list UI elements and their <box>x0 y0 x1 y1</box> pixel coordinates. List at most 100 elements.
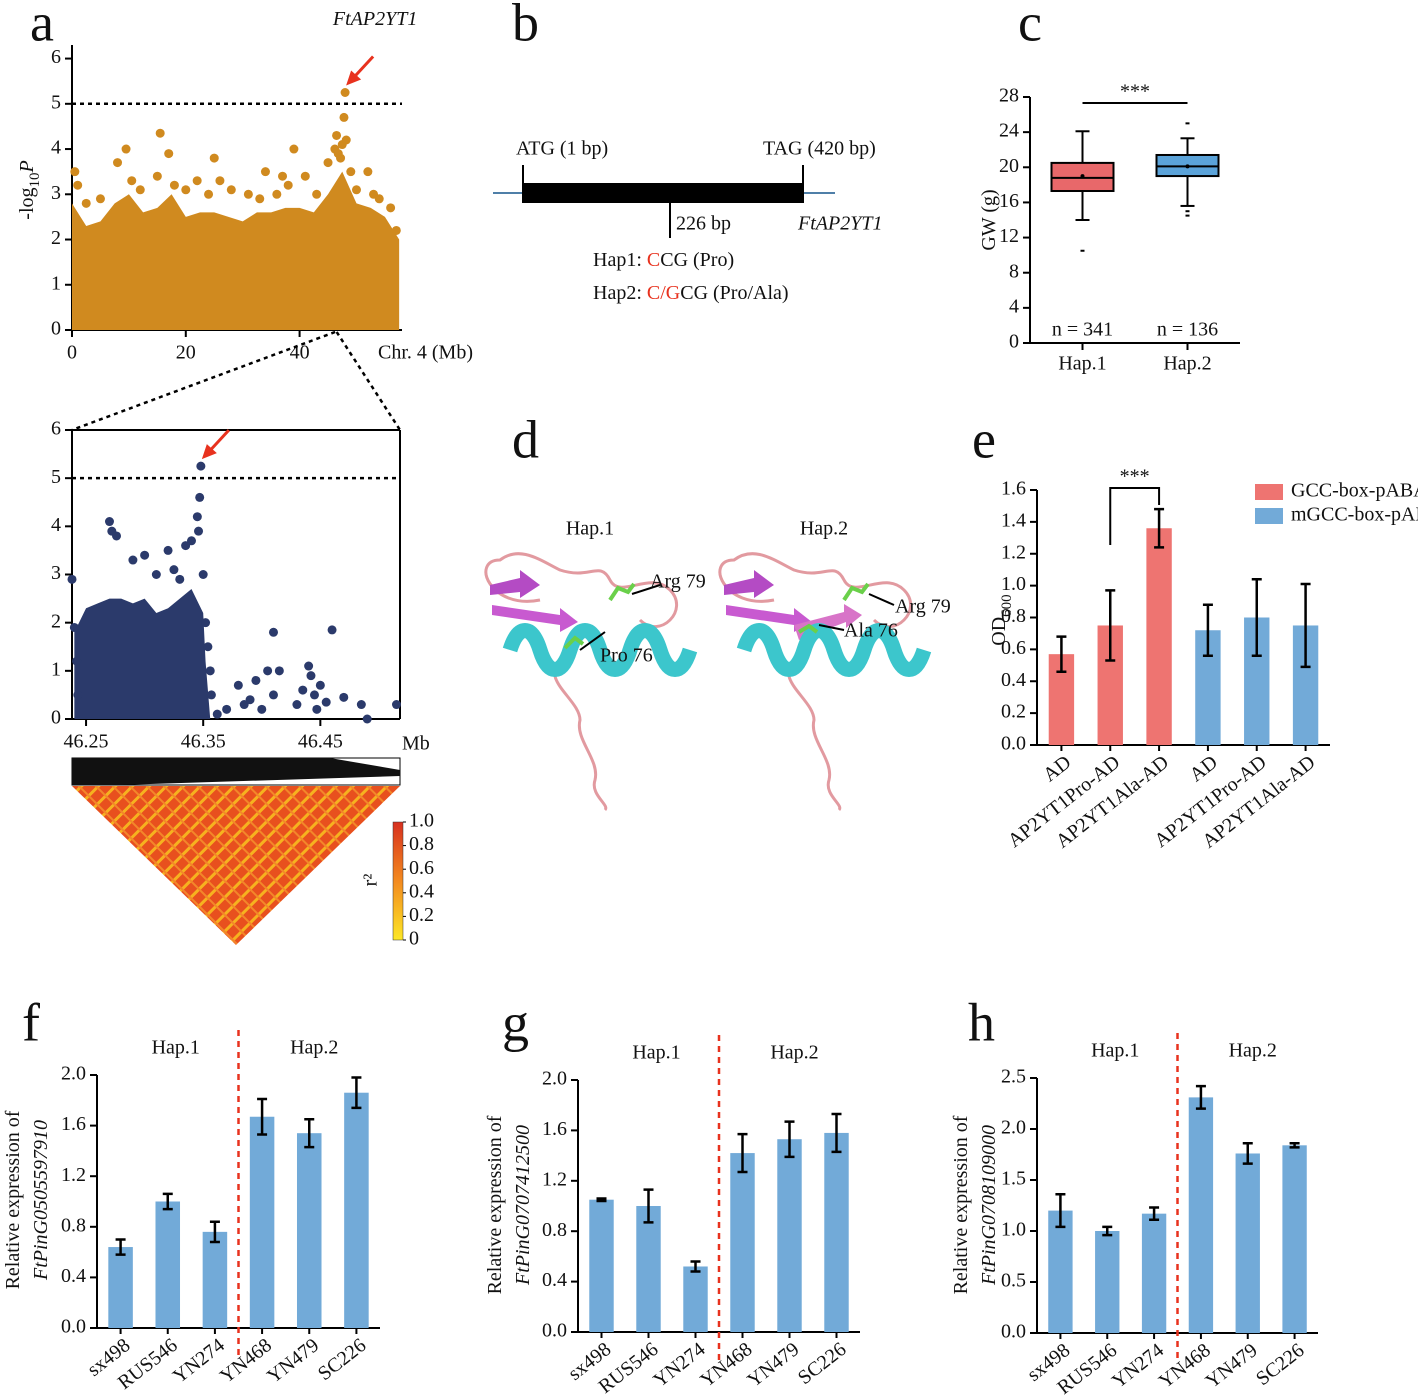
point <box>292 700 302 710</box>
y-axis-label-part: Relative expression of <box>2 1110 24 1289</box>
error-bar <box>643 1188 654 1224</box>
point <box>315 680 325 690</box>
y-tick-label: 5 <box>51 466 61 488</box>
point <box>70 167 80 177</box>
y-tick-label: 2 <box>51 610 61 632</box>
ld-triangle <box>72 786 400 945</box>
y-tick-label: 1.2 <box>542 1168 567 1190</box>
point <box>186 536 196 546</box>
error-bar <box>304 1118 315 1149</box>
point <box>67 574 77 584</box>
point <box>257 704 267 714</box>
arrow-head <box>346 70 362 86</box>
bar <box>589 1199 614 1332</box>
y-tick-label: 4 <box>1009 295 1019 317</box>
point <box>274 666 284 676</box>
point <box>205 666 215 676</box>
y-axis-label: Relative expression of FtPinG0708109000 <box>950 1115 1000 1294</box>
y-axis-label-part: FtPinG0708109000 <box>978 1125 1000 1286</box>
side-chain <box>563 582 636 650</box>
y-tick-label: 0.6 <box>1001 637 1026 659</box>
legend-swatch <box>1255 484 1283 500</box>
y-axis-label-part: Relative expression of <box>484 1115 506 1294</box>
point <box>255 194 265 204</box>
error-bar <box>351 1076 362 1110</box>
y-tick-label: 0.4 <box>61 1265 86 1287</box>
point <box>263 666 273 676</box>
residue-label: Arg 79 <box>650 571 706 593</box>
point <box>215 176 225 186</box>
helix <box>736 623 932 677</box>
coding-region <box>522 183 804 203</box>
colorbar-tick-label: 0.2 <box>409 904 434 926</box>
point <box>272 189 282 199</box>
y-axis-label: GW (g) <box>978 189 1000 250</box>
point <box>283 180 293 190</box>
x-tick-label: 46.45 <box>298 731 343 753</box>
point <box>278 171 288 181</box>
y-tick-label: 1.0 <box>1001 1219 1026 1241</box>
point <box>374 194 384 204</box>
error-bar <box>831 1112 842 1154</box>
point <box>300 171 310 181</box>
point <box>386 203 396 213</box>
colorbar-tick-label: 0.6 <box>409 857 434 879</box>
ld-heatmap: r² 00.20.40.60.81.0 <box>71 757 434 950</box>
y-tick-label: 1.2 <box>61 1164 86 1186</box>
y-tick-label: 1.2 <box>1001 541 1026 563</box>
point <box>73 180 83 190</box>
haplotype-line: Hap2: C/GCG (Pro/Ala) <box>593 282 789 304</box>
x-axis-label: Mb <box>402 733 430 755</box>
point <box>323 158 333 168</box>
point <box>69 622 79 632</box>
y-tick-label: 0.8 <box>1001 605 1026 627</box>
bar <box>1141 1213 1167 1333</box>
y-tick-label: 0.0 <box>61 1316 86 1338</box>
residue-label: Pro 76 <box>600 645 653 667</box>
gene-diagram: b ATG (1 bp) TAG (420 bp) 226 bp FtAP2YT… <box>493 0 882 304</box>
bar <box>730 1153 755 1332</box>
y-tick-label: 1.6 <box>1001 478 1026 500</box>
bar <box>202 1231 228 1328</box>
point <box>198 570 208 579</box>
y-tick-label: 6 <box>51 418 61 440</box>
legend-label: GCC-box-pABAi <box>1291 480 1418 502</box>
point <box>204 189 214 199</box>
y-axis-label: OD600 <box>988 594 1016 645</box>
y-tick-label: 1 <box>51 272 61 294</box>
panel-letter: a <box>30 0 54 52</box>
helix <box>502 623 698 677</box>
y-tick-label: 4 <box>51 514 61 536</box>
bar <box>824 1132 849 1332</box>
model-title: Hap.2 <box>800 518 848 540</box>
point <box>304 661 314 671</box>
panel-letter: d <box>512 409 539 469</box>
point <box>222 704 232 714</box>
error-bar <box>1102 1225 1113 1237</box>
bar <box>777 1139 802 1332</box>
x-tick-label: Hap.2 <box>1163 353 1211 375</box>
outlier <box>1185 210 1190 213</box>
point <box>209 153 219 163</box>
x-tick-label: 46.35 <box>181 731 226 753</box>
error-bar <box>1195 1084 1206 1110</box>
y-tick-label: 0 <box>1009 331 1019 353</box>
point <box>321 697 331 707</box>
x-axis-label: Chr. 4 (Mb) <box>378 342 473 364</box>
bar <box>636 1206 661 1332</box>
y-axis-label-part: 10 <box>27 173 43 188</box>
model-title: Hap.1 <box>566 518 614 540</box>
error-bar <box>1242 1142 1253 1165</box>
pointer <box>868 593 895 606</box>
residue-label: Ala 76 <box>844 620 898 642</box>
point <box>163 545 173 555</box>
structure-model: Hap.1 Arg 79 Pro 76 <box>484 518 706 812</box>
y-axis-label-part: FtPinG0707412500 <box>512 1125 534 1286</box>
point <box>195 492 205 502</box>
error-bar <box>257 1097 268 1136</box>
point <box>135 185 145 195</box>
panel-letter: c <box>1018 0 1042 52</box>
y-tick-label: 0.0 <box>542 1320 567 1342</box>
end-label: TAG (420 bp) <box>763 138 876 160</box>
pointer <box>818 624 845 631</box>
